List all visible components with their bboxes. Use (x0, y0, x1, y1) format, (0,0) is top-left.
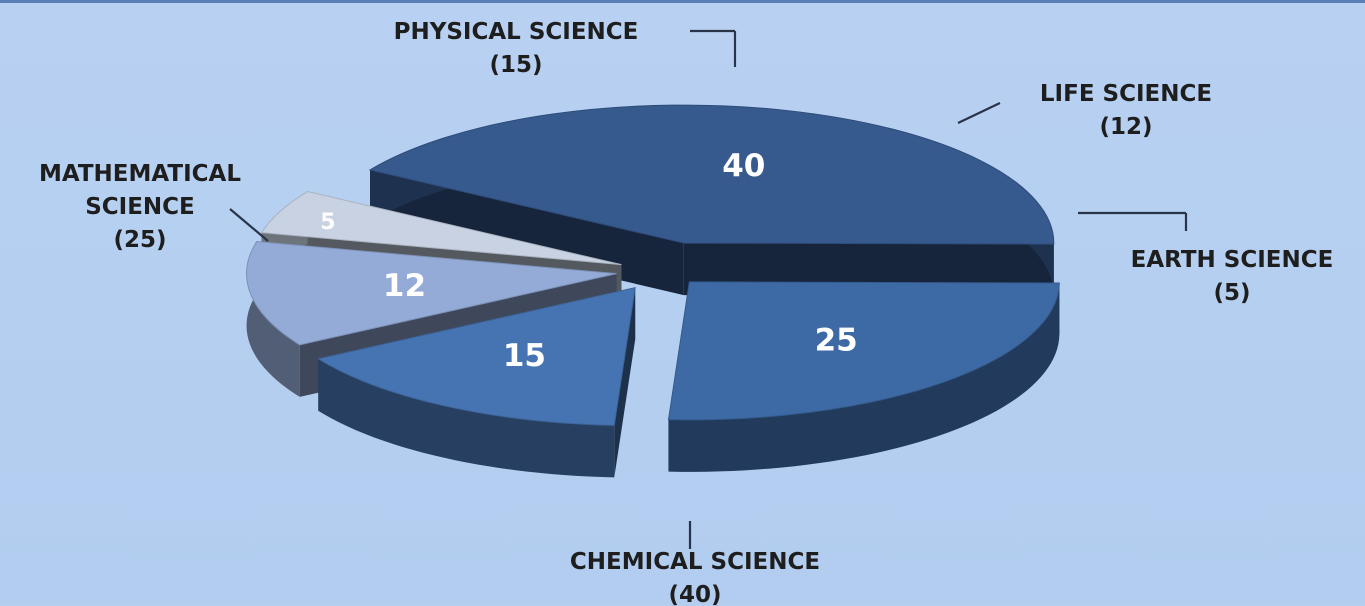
slice-value-label: 12 (383, 268, 426, 304)
pie-slice-chemical-science (368, 104, 1055, 245)
slice-value-label: 5 (320, 210, 335, 235)
callout-chemical-science: CHEMICAL SCIENCE (40) (570, 521, 820, 606)
slice-value-label: 40 (722, 148, 765, 184)
pie-value-labels: 40 25 15 12 5 (320, 148, 857, 374)
pie-slice-life-science (246, 241, 617, 346)
callout-label: (15) (489, 52, 542, 78)
callout-label: (12) (1099, 114, 1152, 140)
callout-label: (25) (113, 227, 166, 253)
pie-slice-mathematical-science (667, 281, 1060, 421)
callout-life-science: LIFE SCIENCE (12) (957, 81, 1212, 140)
slice-value-label: 25 (815, 322, 858, 358)
callout-label: (40) (668, 582, 721, 606)
callout-mathematical-science: MATHEMATICAL SCIENCE (25) (39, 161, 269, 253)
pie-callouts: CHEMICAL SCIENCE (40) MATHEMATICAL SCIENCE (… (39, 19, 1333, 606)
pie-slice-physical-science (317, 286, 636, 426)
pie-slice-outer-wall (318, 358, 615, 478)
callout-label: CHEMICAL SCIENCE (570, 549, 820, 575)
pie-slice-earth-science (260, 190, 622, 266)
callout-label: LIFE SCIENCE (1040, 81, 1212, 107)
callout-label: SCIENCE (85, 194, 195, 220)
pie-top-layer (246, 104, 1060, 426)
pie-chart: 40 25 15 12 5 CHEMICAL SCIENCE (40) MATHEMATIC… (39, 19, 1333, 606)
callout-label: EARTH SCIENCE (1131, 247, 1334, 273)
callout-leader-line (957, 102, 1001, 124)
slice-value-label: 15 (503, 338, 546, 374)
callout-label: MATHEMATICAL (39, 161, 241, 187)
callout-leader-line (229, 208, 269, 242)
callout-label: PHYSICAL SCIENCE (394, 19, 639, 45)
callout-physical-science: PHYSICAL SCIENCE (15) (394, 19, 737, 78)
pie-slice-outer-wall (246, 241, 300, 397)
callout-earth-science: EARTH SCIENCE (5) (1078, 211, 1334, 306)
callout-label: (5) (1213, 280, 1250, 306)
pie-slice-outer-wall (668, 282, 1060, 472)
